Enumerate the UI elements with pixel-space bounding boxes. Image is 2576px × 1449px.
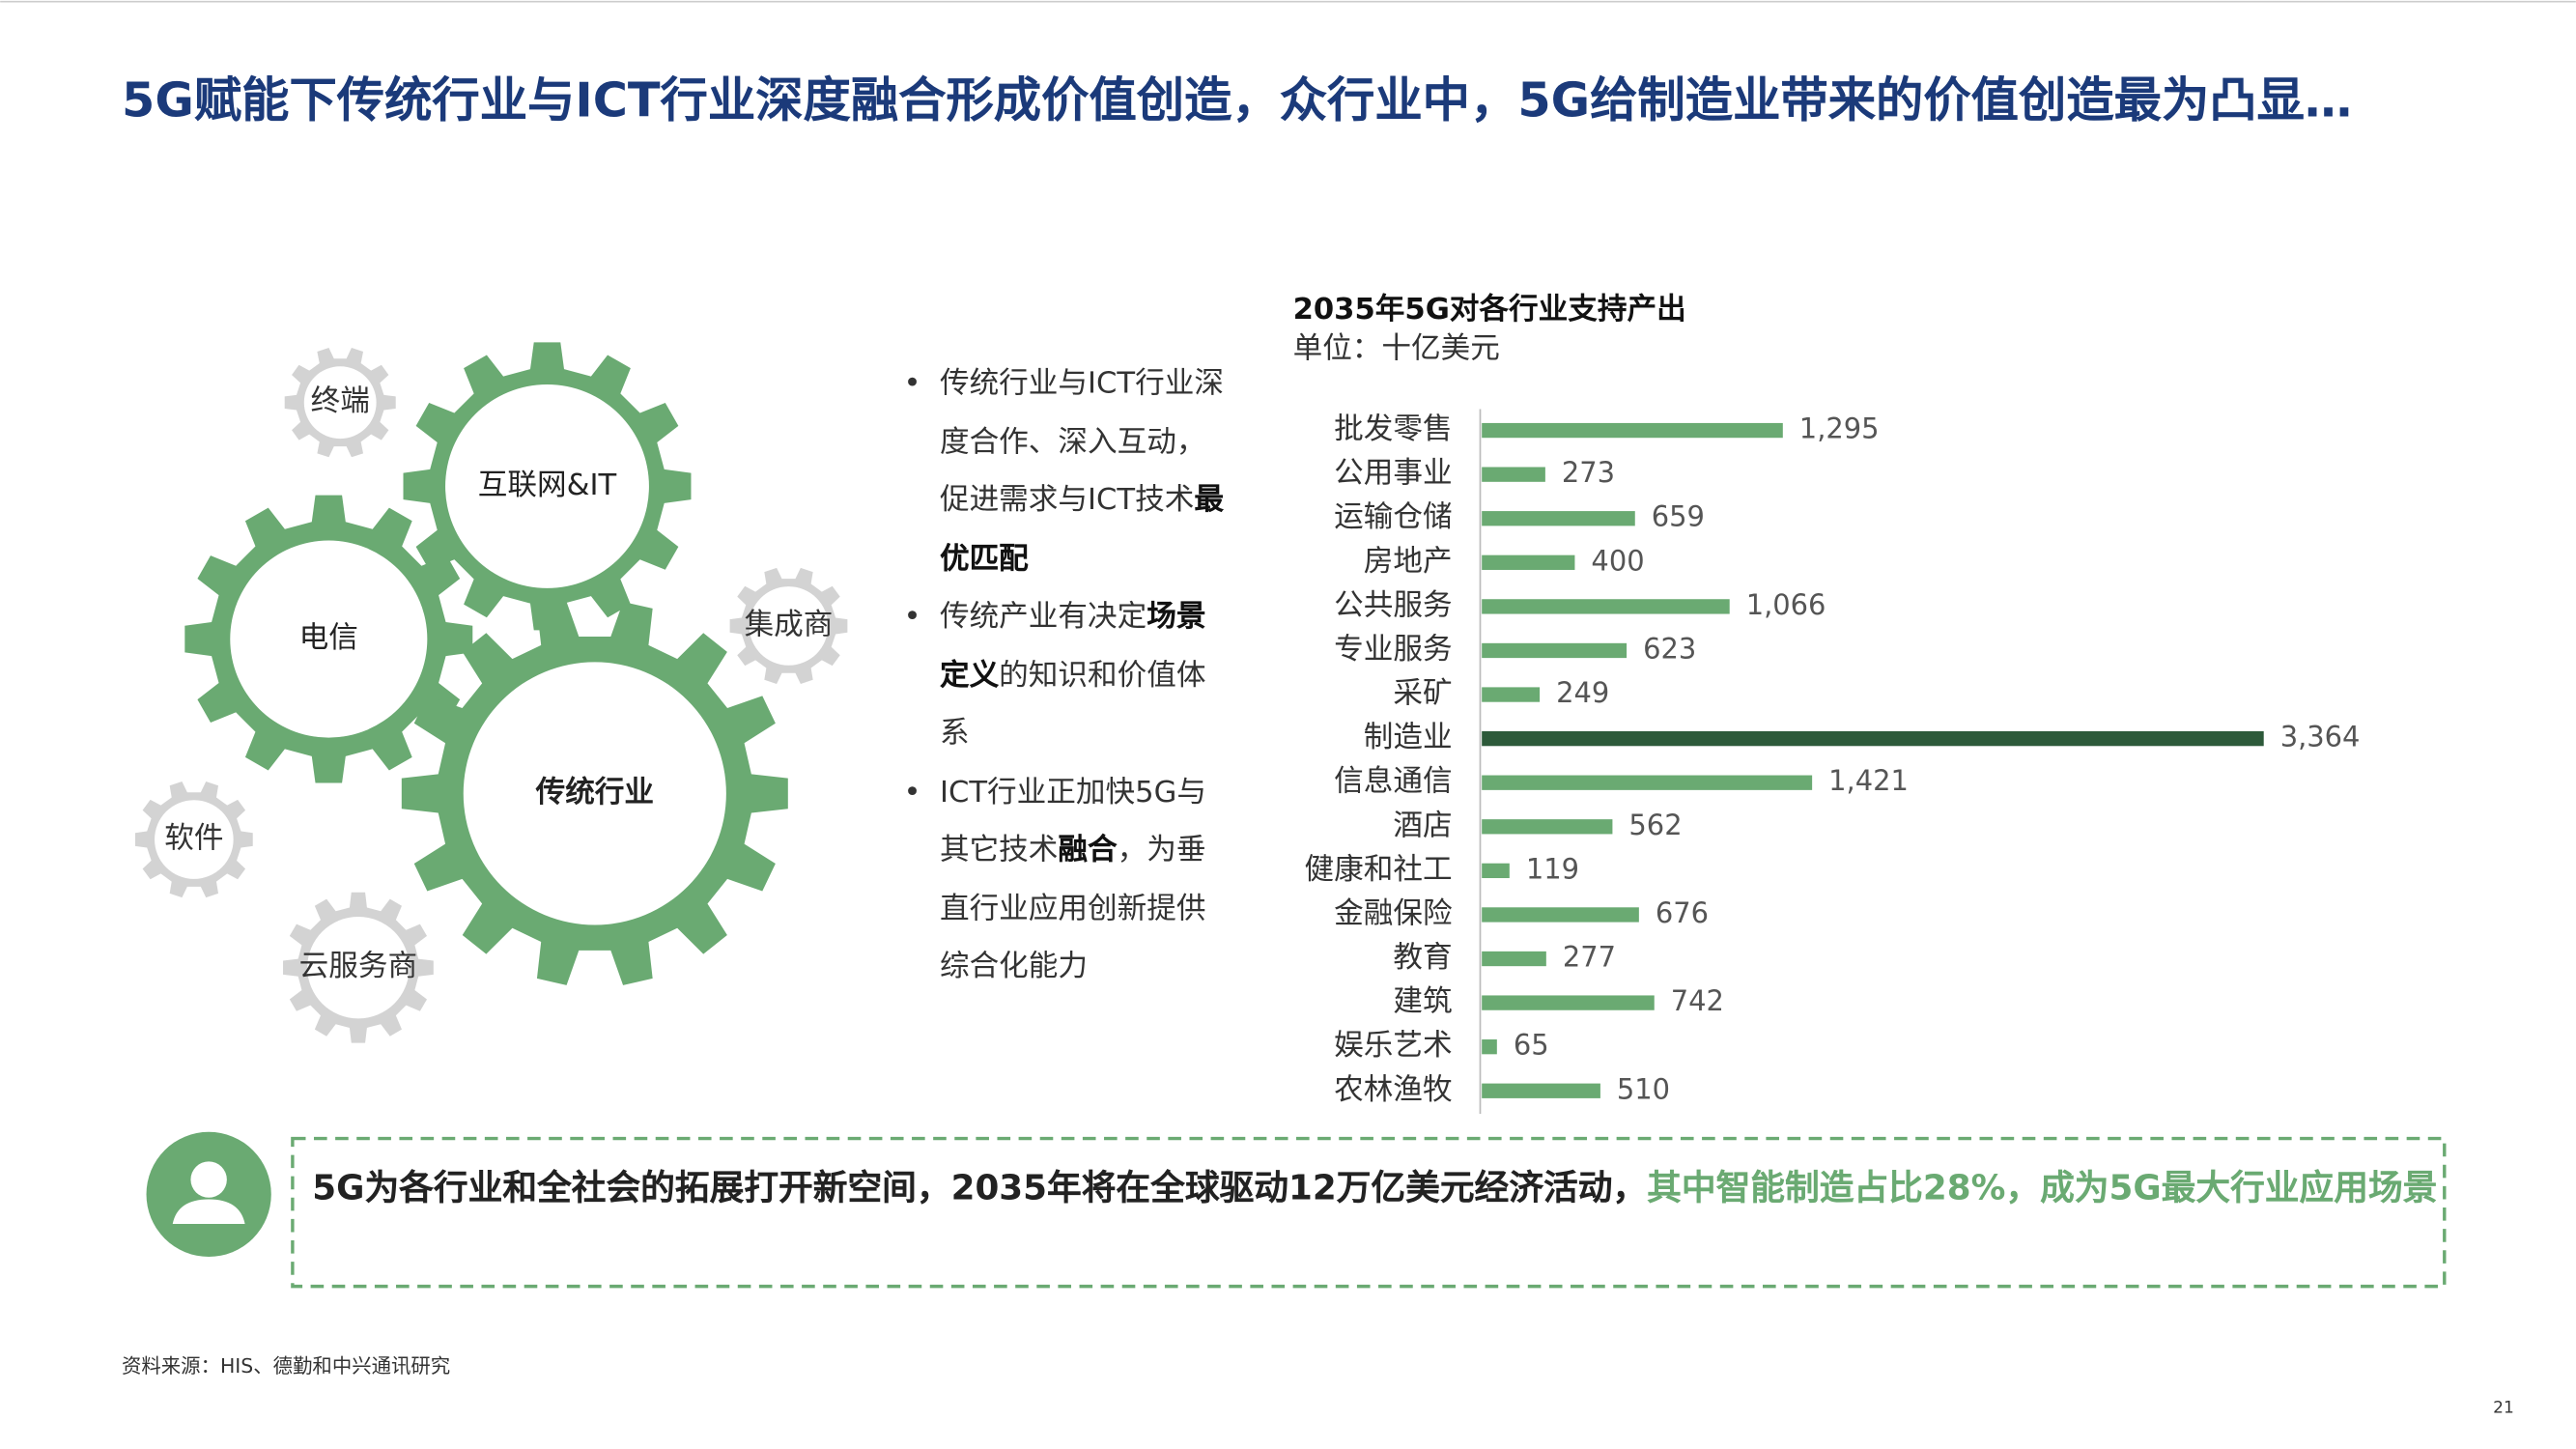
category-label: 专业服务	[1334, 633, 1452, 667]
gear-label: 终端	[311, 384, 370, 418]
value-label: 1,421	[1828, 764, 1909, 797]
user-glyph	[172, 1161, 245, 1225]
slide-title: 5G赋能下传统行业与ICT行业深度融合形成价值创造，众行业中，5G给制造业带来的…	[122, 71, 2353, 128]
category-label: 运输仓储	[1334, 500, 1452, 534]
green-gear	[401, 601, 788, 985]
category-label: 采矿	[1393, 677, 1452, 711]
bar	[1482, 554, 1575, 570]
value-label: 65	[1514, 1029, 1549, 1062]
chart-subtitle: 单位：十亿美元	[1293, 332, 1500, 366]
category-label: 建筑	[1393, 985, 1452, 1019]
green-gear	[184, 495, 473, 783]
bar	[1482, 995, 1655, 1010]
bar	[1482, 599, 1730, 614]
chart-title: 2035年5G对各行业支持产出	[1293, 292, 1686, 327]
bar	[1482, 1083, 1600, 1098]
bar	[1482, 511, 1635, 526]
callout-highlight: 其中智能制造占比28%，成为5G最大行业应用场景	[1647, 1168, 2438, 1208]
callout-text: 5G为各行业和全社会的拓展打开新空间，2035年将在全球驱动12万亿美元经济活动…	[312, 1160, 2439, 1216]
page-number: 21	[2493, 1398, 2514, 1417]
value-label: 562	[1628, 809, 1682, 841]
category-label: 农林渔牧	[1334, 1073, 1452, 1107]
gray-gear	[283, 892, 434, 1043]
bullet: 传统产业有决定场景定义的知识和价值体系	[900, 588, 1229, 763]
category-label: 公共服务	[1334, 588, 1452, 622]
source-note: 资料来源：HIS、德勤和中兴通讯研究	[122, 1354, 450, 1378]
category-label: 金融保险	[1334, 896, 1452, 930]
bullet-text: 传统行业与ICT行业深度合作、深入互动，促进需求与ICT技术	[939, 366, 1224, 518]
bullet-bold: 融合	[1058, 833, 1118, 867]
bar	[1482, 907, 1639, 923]
value-label: 676	[1656, 896, 1709, 929]
bar	[1482, 1039, 1497, 1055]
bar	[1482, 863, 1510, 879]
bullet-text: 的知识和价值体系	[939, 658, 1206, 752]
gear-label: 传统行业	[535, 776, 654, 810]
callout-main: 5G为各行业和全社会的拓展打开新空间，2035年将在全球驱动12万亿美元经济活动…	[312, 1168, 1648, 1208]
value-label: 623	[1643, 632, 1696, 665]
bullet: 传统行业与ICT行业深度合作、深入互动，促进需求与ICT技术最优匹配	[900, 355, 1229, 587]
gear-label: 云服务商	[299, 950, 417, 983]
gray-gear	[134, 781, 253, 898]
callout-box	[291, 1136, 2447, 1289]
value-label: 249	[1556, 676, 1609, 709]
bar	[1482, 775, 1813, 790]
bullet-text: 传统产业有决定	[939, 599, 1147, 635]
gray-gear	[729, 567, 848, 684]
value-label: 510	[1617, 1072, 1670, 1105]
bar	[1482, 730, 2264, 747]
value-label: 742	[1671, 984, 1724, 1017]
bullet: ICT行业正加快5G与其它技术融合，为垂直行业应用创新提供综合化能力	[900, 763, 1229, 996]
value-label: 277	[1563, 941, 1616, 974]
callout-text-box: 5G为各行业和全社会的拓展打开新空间，2035年将在全球驱动12万亿美元经济活动…	[312, 1160, 2439, 1216]
category-label: 批发零售	[1334, 412, 1452, 446]
bullet-text: ICT行业正加快5G与其它技术	[939, 774, 1206, 867]
gear-label: 集成商	[745, 608, 834, 641]
bars: 批发零售 1,295 公用事业 273 运输仓储 659 房地产 400 公共服务 1,066 专业…	[1305, 412, 2361, 1107]
bullet-bold: 最优匹配	[939, 483, 1224, 577]
bullet-text: ，为垂直行业应用创新提供综合化能力	[939, 833, 1206, 984]
category-label: 酒店	[1393, 809, 1452, 842]
gear-label: 电信	[299, 621, 358, 655]
value-label: 400	[1591, 544, 1644, 577]
value-label: 1,066	[1746, 588, 1826, 621]
category-label: 制造业	[1364, 721, 1453, 754]
bar	[1482, 642, 1628, 659]
gear-label: 软件	[164, 822, 223, 856]
category-label: 信息通信	[1334, 765, 1452, 799]
gear-label: 互联网&IT	[478, 469, 617, 502]
bar	[1482, 422, 1783, 439]
category-label: 房地产	[1364, 545, 1453, 579]
category-label: 健康和社工	[1305, 853, 1453, 887]
value-label: 119	[1526, 852, 1579, 885]
value-label: 273	[1562, 456, 1615, 489]
bullets-box: 传统行业与ICT行业深度合作、深入互动，促进需求与ICT技术最优匹配传统产业有决…	[900, 355, 1229, 1011]
category-label: 公用事业	[1334, 457, 1452, 491]
bullet-bold: 场景定义	[939, 599, 1206, 693]
title-box: 5G赋能下传统行业与ICT行业深度融合形成价值创造，众行业中，5G给制造业带来的…	[122, 71, 2353, 128]
category-label: 娱乐艺术	[1334, 1029, 1452, 1063]
bar	[1482, 951, 1546, 967]
value-label: 3,364	[2280, 721, 2361, 753]
bar	[1482, 687, 1541, 702]
value-label: 659	[1652, 500, 1705, 533]
bar	[1482, 819, 1613, 835]
value-label: 1,295	[1799, 412, 1880, 445]
category-label: 教育	[1393, 941, 1452, 975]
gray-gear	[284, 348, 396, 458]
bar	[1482, 467, 1545, 482]
bullet-list: 传统行业与ICT行业深度合作、深入互动，促进需求与ICT技术最优匹配传统产业有决…	[900, 355, 1229, 996]
